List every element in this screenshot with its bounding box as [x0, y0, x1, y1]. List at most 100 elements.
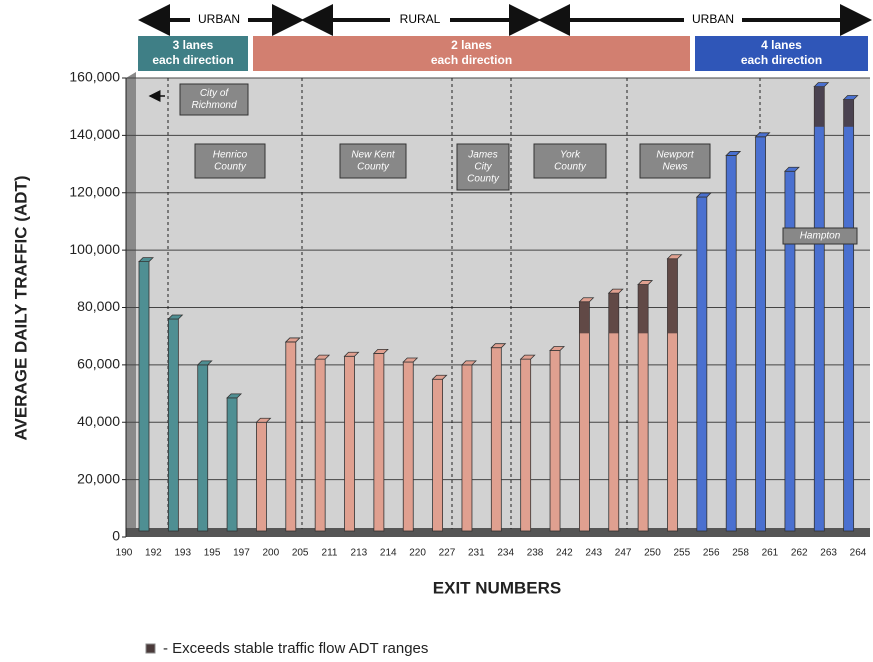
- x-tick-label: 190: [116, 548, 133, 559]
- x-tick-label: 238: [527, 548, 544, 559]
- bar: [197, 364, 209, 532]
- bar: [167, 318, 179, 532]
- exceeds-segment: [579, 301, 590, 334]
- x-tick-label: 256: [703, 548, 720, 559]
- bar-top: [725, 151, 742, 156]
- x-tick-label: 195: [204, 548, 221, 559]
- y-axis-title: AVERAGE DAILY TRAFFIC (ADT): [11, 175, 30, 440]
- y-tick-label: 120,000: [69, 183, 120, 199]
- legend-swatch: [145, 643, 156, 654]
- bar-top: [255, 417, 272, 423]
- x-tick-label: 262: [791, 548, 808, 559]
- area-label: County: [554, 162, 587, 173]
- area-box: [456, 143, 510, 191]
- bar-top: [783, 166, 800, 172]
- y-tick-label: 80,000: [77, 298, 120, 314]
- zone-label: URBAN: [692, 12, 734, 26]
- bar-top: [138, 257, 154, 263]
- x-tick-label: 213: [351, 548, 368, 559]
- zone-label: URBAN: [198, 12, 240, 26]
- bar: [402, 361, 414, 532]
- x-tick-label: 255: [673, 548, 690, 559]
- lane-label: each direction: [152, 53, 233, 67]
- y-tick-label: 140,000: [69, 126, 120, 142]
- x-tick-label: 234: [497, 548, 514, 559]
- area-label: Richmond: [191, 100, 236, 111]
- bar-top: [343, 351, 360, 357]
- bar-top: [490, 343, 507, 349]
- x-tick-label: 197: [233, 548, 250, 559]
- lane-box: [253, 36, 690, 71]
- bar-top: [372, 348, 389, 354]
- x-tick-label: 214: [380, 548, 397, 559]
- lane-box: [695, 36, 868, 71]
- bar-top: [226, 393, 243, 399]
- x-tick-label: 264: [850, 548, 867, 559]
- bar: [373, 352, 385, 532]
- lane-label: 3 lanes: [173, 38, 214, 52]
- bar: [843, 99, 855, 532]
- area-label: City of: [200, 88, 230, 99]
- x-tick-label: 227: [439, 548, 456, 559]
- bar-top: [431, 374, 448, 380]
- x-tick-label: 192: [145, 548, 162, 559]
- bar: [256, 421, 267, 532]
- area-label: County: [357, 162, 390, 173]
- bar: [226, 397, 238, 532]
- legend-label: - Exceeds stable traffic flow ADT ranges: [163, 640, 428, 657]
- bar-top: [460, 360, 477, 366]
- bar: [549, 350, 561, 532]
- area-label: James: [467, 150, 497, 161]
- y-tick-label: 160,000: [69, 69, 120, 85]
- bar: [755, 136, 766, 532]
- bar: [138, 261, 150, 532]
- area-label: Newport: [656, 150, 694, 161]
- bar: [520, 358, 532, 532]
- area-label: Henrico: [213, 150, 248, 161]
- bar: [813, 86, 825, 532]
- x-tick-label: 220: [409, 548, 426, 559]
- y-tick-label: 0: [112, 528, 120, 544]
- area-box: [179, 83, 249, 116]
- floor: [126, 528, 870, 537]
- area-box: [339, 143, 407, 179]
- area-label: York: [560, 150, 581, 161]
- x-tick-label: 243: [585, 548, 602, 559]
- x-tick-label: 205: [292, 548, 309, 559]
- bar: [490, 347, 502, 532]
- area-label: County: [467, 174, 500, 185]
- exceeds-segment: [638, 284, 649, 334]
- y-tick-label: 40,000: [77, 413, 120, 429]
- zone-arrows: URBAN RURAL URBAN: [138, 4, 872, 36]
- bar-top: [167, 314, 184, 320]
- bar-top: [196, 360, 213, 366]
- x-axis-title: EXIT NUMBERS: [433, 578, 561, 597]
- bar-top: [549, 346, 566, 351]
- x-tick-label: 200: [262, 548, 279, 559]
- x-tick-label: 247: [615, 548, 632, 559]
- label-bg: [390, 12, 450, 28]
- x-tick-label: 231: [468, 548, 485, 559]
- bar: [432, 378, 444, 532]
- bar: [285, 341, 297, 532]
- x-tick-label: 261: [762, 548, 779, 559]
- label-bg: [684, 12, 742, 28]
- bar: [344, 355, 355, 532]
- area-box: [782, 227, 858, 245]
- area-label: City: [474, 162, 492, 173]
- lane-label: each direction: [431, 53, 512, 67]
- bar: [725, 155, 737, 532]
- bar-top: [519, 354, 536, 360]
- lane-label: 4 lanes: [761, 38, 802, 52]
- bar-top: [402, 357, 419, 363]
- area-box: [533, 143, 607, 179]
- label-bg: [190, 12, 248, 28]
- exceeds-segment: [608, 293, 619, 334]
- exceeds-segment: [843, 99, 854, 127]
- y-tick-label: 20,000: [77, 470, 120, 486]
- bar-top: [695, 192, 712, 198]
- bar: [461, 364, 473, 532]
- x-tick-label: 263: [820, 548, 837, 559]
- bar: [784, 170, 796, 532]
